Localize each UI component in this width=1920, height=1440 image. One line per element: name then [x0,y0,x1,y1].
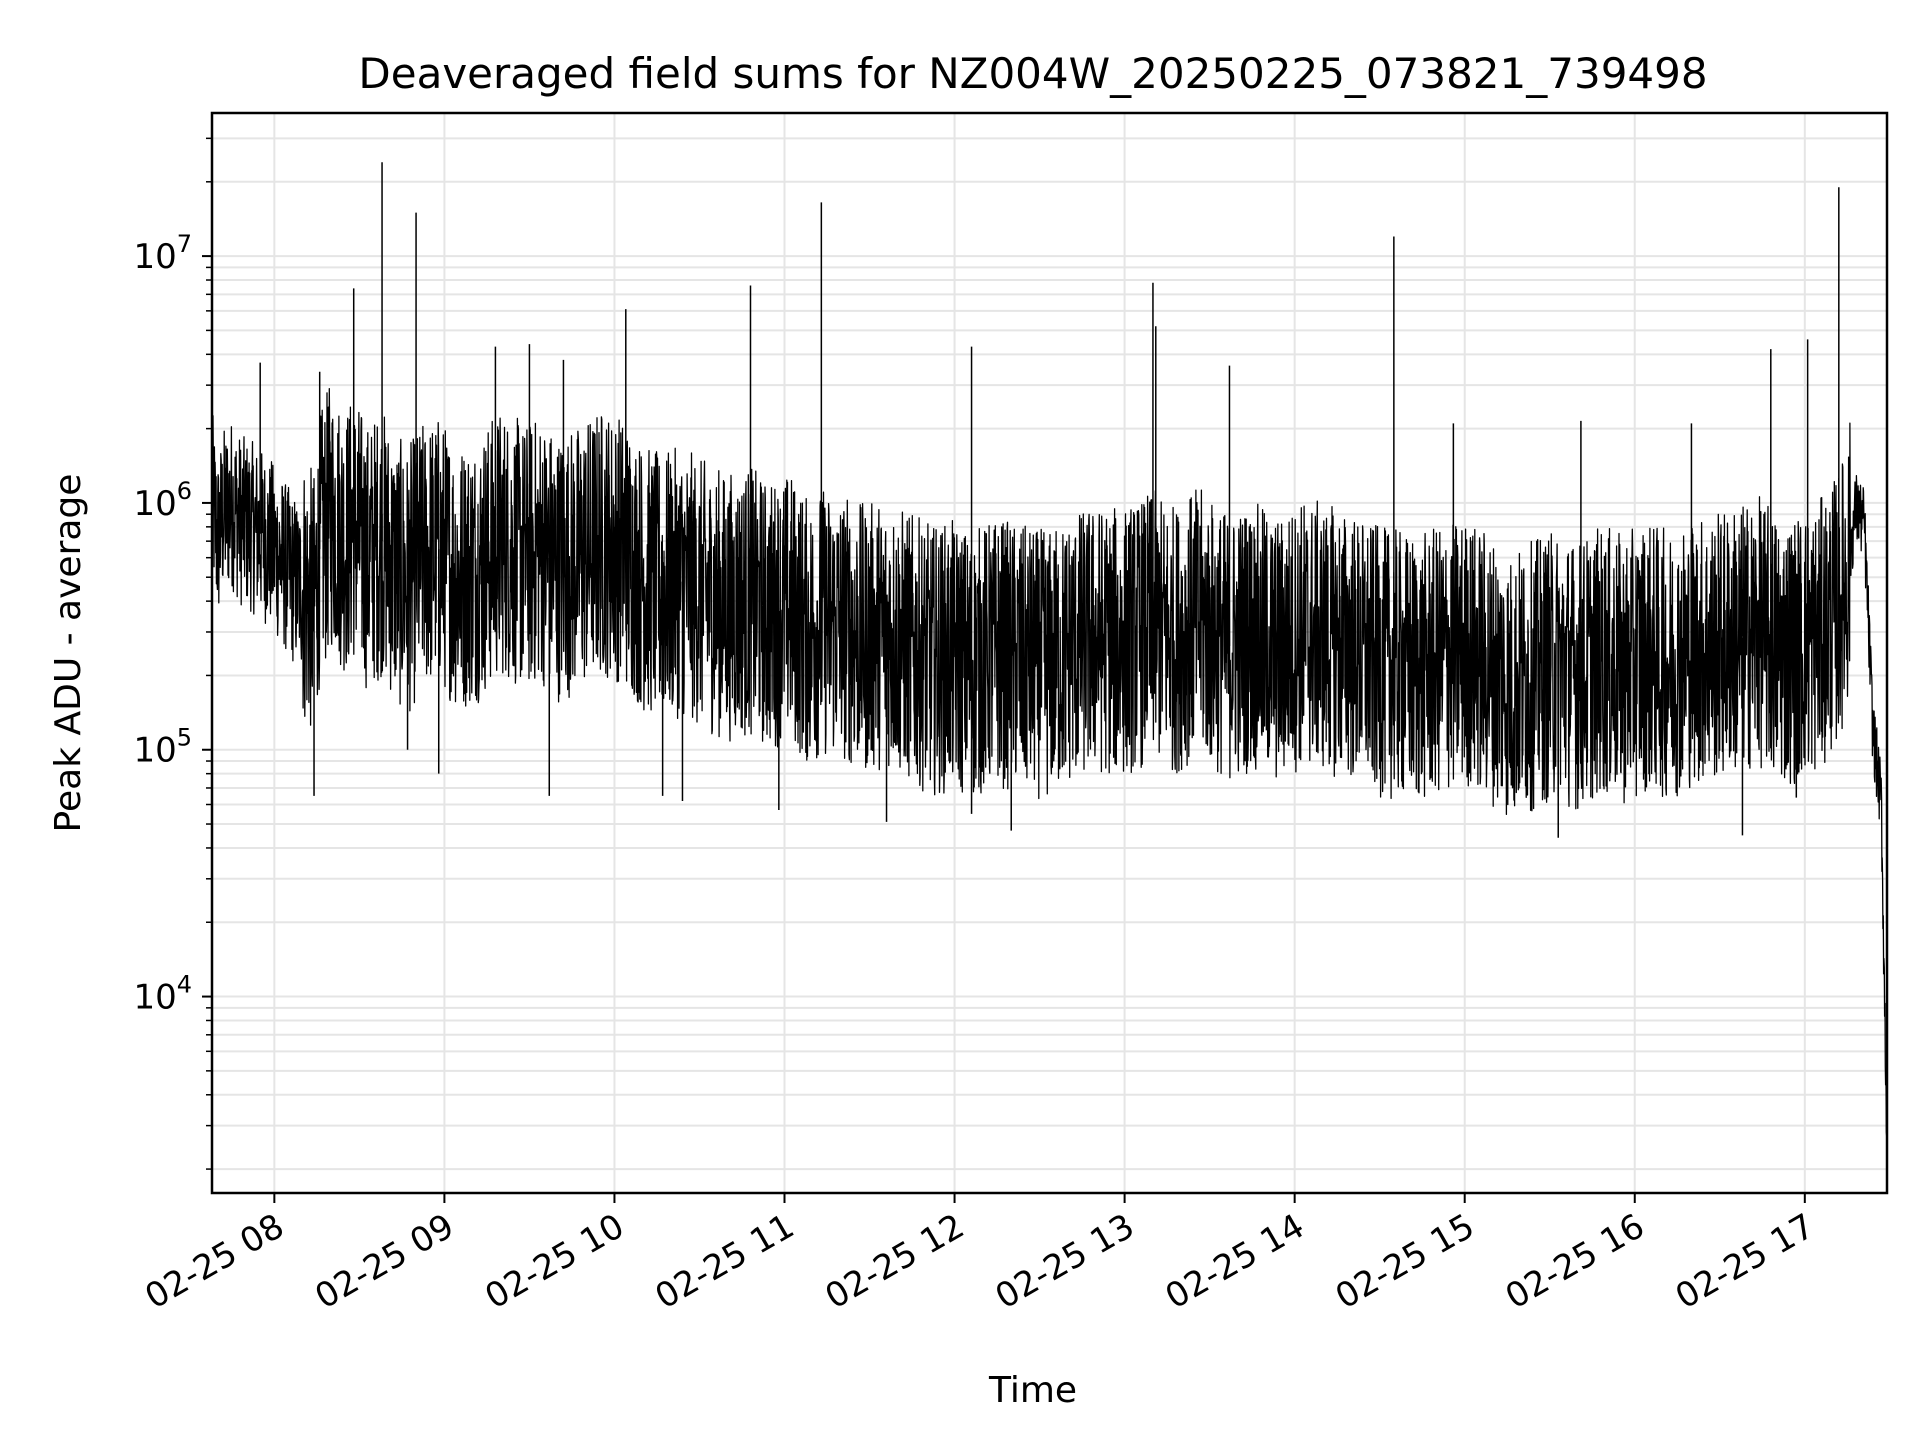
y-tick-base: 10 [133,237,176,277]
y-tick-exponent: 5 [177,724,192,752]
y-tick-exponent: 4 [177,971,192,999]
plot-frame [210,111,1889,1195]
grid-layer [212,113,1887,1193]
y-tick-label: 106 [133,477,192,524]
x-axis-label: Time [988,1370,1077,1411]
data-layer [211,162,1888,1153]
x-tick-label: 02-25 17 [1669,1206,1821,1317]
y-tick-base: 10 [133,978,176,1018]
series-line [211,388,1888,1153]
y-tick-base: 10 [133,731,176,771]
x-tick-label: 02-25 14 [1159,1206,1311,1317]
y-tick-exponent: 7 [177,230,192,258]
x-tick-label: 02-25 10 [479,1206,631,1317]
y-tick-label: 104 [133,971,192,1018]
y-tick-label: 107 [133,230,192,277]
x-tick-label: 02-25 16 [1499,1206,1651,1317]
x-tick-label: 02-25 15 [1329,1206,1481,1317]
chart-title: Deaveraged field sums for NZ004W_2025022… [358,49,1707,98]
y-tick-base: 10 [133,484,176,524]
y-tick-label: 105 [133,724,192,771]
y-axis-label: Peak ADU - average [48,474,89,833]
x-tick-label: 02-25 08 [138,1206,290,1317]
y-tick-exponent: 6 [177,477,192,505]
x-tick-label: 02-25 13 [989,1206,1141,1317]
x-tick-label: 02-25 09 [309,1206,461,1317]
x-tick-label: 02-25 11 [649,1206,801,1317]
x-tick-label: 02-25 12 [819,1206,971,1317]
